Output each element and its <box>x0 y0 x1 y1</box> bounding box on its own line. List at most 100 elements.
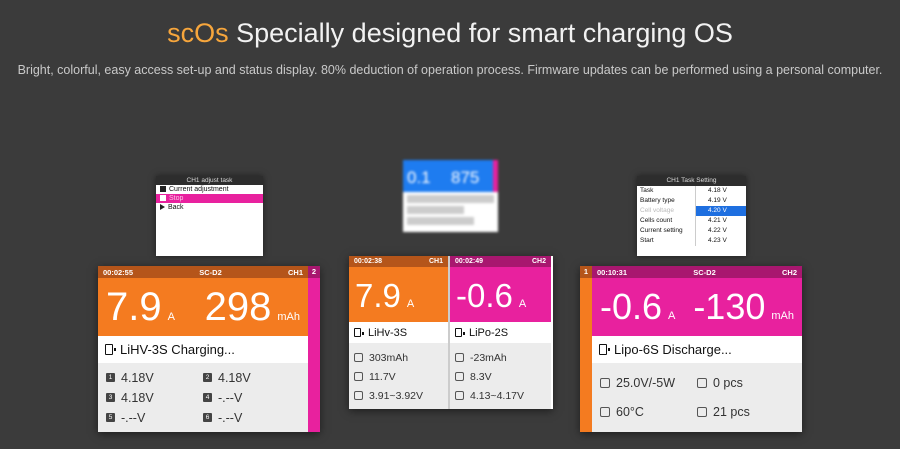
elapsed-time: 00:10:31 <box>597 267 628 277</box>
blurred-screen-preview: 0.1 875 <box>403 160 498 232</box>
capacity-icon <box>455 353 464 362</box>
cell-voltage: -.--V <box>218 390 243 405</box>
channel-label: CH2 <box>531 258 546 265</box>
cell-range-icon <box>455 391 464 400</box>
menu-item-stop[interactable]: Stop <box>156 194 263 203</box>
blur-line <box>407 217 474 225</box>
elapsed-time: 00:02:49 <box>455 258 484 265</box>
cell-voltage-item: 4 -.--V <box>203 389 300 406</box>
status-text: Lipo-6S Discharge... <box>614 342 732 357</box>
current-value: -0.6 <box>600 286 663 327</box>
cell-range-icon <box>354 391 363 400</box>
readout-panel: -0.6 A -130 mAh <box>592 278 802 336</box>
cell-index: 5 <box>106 413 115 422</box>
setting-row-current-setting[interactable]: Current setting 4.22 V <box>637 226 746 236</box>
capacity-value: 303mAh <box>369 351 409 364</box>
info-item: 0 pcs <box>697 371 794 395</box>
battery-type: LiPo-2S <box>469 326 509 339</box>
cell-voltage: -.--V <box>218 410 243 425</box>
setting-row-battery-type[interactable]: Battery type 4.19 V <box>637 196 746 206</box>
count-value: 0 pcs <box>713 375 743 390</box>
current-unit: A <box>668 310 676 322</box>
battery-type: LiHv-3S <box>368 326 408 339</box>
info-item: 303mAh <box>354 348 443 367</box>
status-line: LiHV-3S Charging... <box>98 336 308 363</box>
setting-value: 4.18 V <box>695 186 746 196</box>
menu-item-current-adjustment[interactable]: Current adjustment <box>156 185 263 194</box>
status-line: Lipo-6S Discharge... <box>592 336 802 363</box>
readout-panel: 7.9 A 298 mAh <box>98 278 308 336</box>
power-icon <box>600 377 610 388</box>
menu-item-label: Back <box>168 204 184 211</box>
menu-item-label: Stop <box>169 195 184 202</box>
info-item: 3.91~3.92V <box>354 386 443 405</box>
setting-label: Current setting <box>640 227 683 234</box>
panel-header: 00:02:38 CH1 <box>349 256 448 267</box>
mode-label: SC-D2 <box>693 267 716 277</box>
blur-value-right: 875 <box>451 168 480 187</box>
cell-index: 4 <box>203 393 212 402</box>
battery-line: LiPo-2S <box>450 322 551 343</box>
elapsed-time: 00:02:55 <box>103 267 134 277</box>
current-unit: A <box>406 298 415 310</box>
capacity-unit: mAh <box>771 310 794 322</box>
capacity-icon <box>354 353 363 362</box>
setting-row-task[interactable]: Task 4.18 V <box>637 186 746 196</box>
cell-index: 6 <box>203 413 212 422</box>
battery-icon <box>599 344 610 355</box>
voltage-icon <box>455 372 464 381</box>
headline: scOs Specially designed for smart chargi… <box>0 18 900 49</box>
popup-title: CH1 Task Setting <box>637 176 746 186</box>
setting-label: Start <box>640 237 654 244</box>
task-setting-popup: CH1 Task Setting Task 4.18 V Battery type… <box>637 176 746 256</box>
ch1-side-strip: 1 <box>580 266 592 432</box>
readout-panel: 7.9 A <box>349 267 448 322</box>
power-value: 25.0V/-5W <box>616 375 676 390</box>
current-value: 7.9 <box>106 284 162 329</box>
cell-voltage-item: 6 -.--V <box>203 409 300 426</box>
battery-icon <box>105 344 116 355</box>
dual-info: 303mAh 11.7V 3.91~3.92V <box>349 343 448 409</box>
info-item: 60°C <box>600 401 697 425</box>
mode-label: SC-D2 <box>199 267 222 277</box>
setting-row-start[interactable]: Start 4.23 V <box>637 236 746 246</box>
temperature-value: 60°C <box>616 405 644 420</box>
readout-panel: -0.6 A <box>450 267 551 322</box>
ch2-side-strip: 2 <box>308 266 320 432</box>
capacity-value: -23mAh <box>470 351 507 364</box>
panel-header: 00:02:49 CH2 <box>450 256 551 267</box>
capacity-value: 298 <box>204 284 272 329</box>
channel-label: CH2 <box>781 267 797 277</box>
dual-left-panel: 00:02:38 CH1 7.9 A LiHv-3S 303mAh 11.7V 3… <box>349 256 450 409</box>
capacity-value: -130 <box>693 286 766 327</box>
brand-name: scOs <box>167 18 229 48</box>
setting-label: Task <box>640 187 654 194</box>
voltage-value: 8.3V <box>470 370 492 383</box>
info-item: 8.3V <box>455 367 546 386</box>
battery-icon <box>354 328 364 337</box>
adjust-icon <box>160 186 166 192</box>
info-item: -23mAh <box>455 348 546 367</box>
setting-label: Cell voltage <box>640 207 674 214</box>
current-unit: A <box>167 310 175 323</box>
battery-icon <box>455 328 465 337</box>
dual-info: -23mAh 8.3V 4.13~4.17V <box>450 343 551 409</box>
channel-label: CH1 <box>428 258 443 265</box>
setting-value: 4.21 V <box>695 216 746 226</box>
setting-label: Battery type <box>640 197 675 204</box>
cell-voltage-item: 3 4.18V <box>106 389 203 406</box>
blur-value-left: 0.1 <box>407 168 431 187</box>
cell-index: 3 <box>106 393 115 402</box>
headline-text: Specially designed for smart charging OS <box>228 18 733 48</box>
setting-row-cell-voltage[interactable]: Cell voltage 4.20 V <box>637 206 746 216</box>
menu-item-back[interactable]: Back <box>156 203 263 212</box>
count-icon <box>697 407 707 418</box>
setting-value: 4.20 V <box>695 206 746 216</box>
popup-title: CH1 adjust task <box>156 176 263 185</box>
current-unit: A <box>518 298 527 310</box>
charger-screen-dual: 00:02:38 CH1 7.9 A LiHv-3S 303mAh 11.7V 3… <box>349 256 553 409</box>
current-value: 7.9 <box>355 277 401 314</box>
cell-voltage-item: 5 -.--V <box>106 409 203 426</box>
subtitle: Bright, colorful, easy access set-up and… <box>17 63 883 77</box>
setting-row-cells-count[interactable]: Cells count 4.21 V <box>637 216 746 226</box>
